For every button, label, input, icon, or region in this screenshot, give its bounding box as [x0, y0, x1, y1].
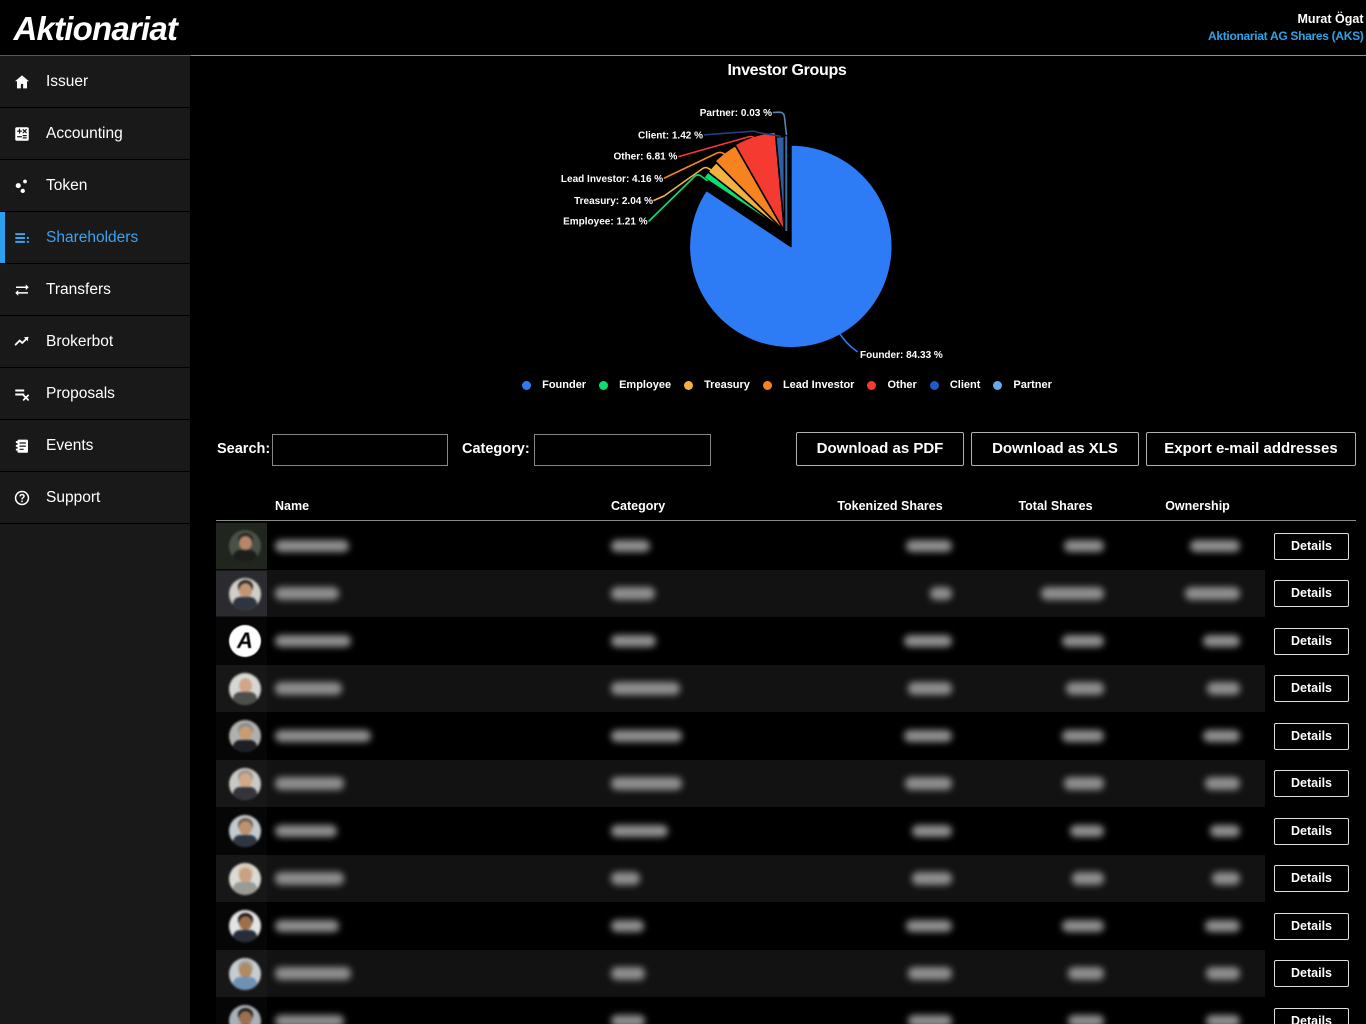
svg-text:Founder: 84.33 %: Founder: 84.33 % — [860, 350, 943, 361]
svg-text:Employee: 1.21 %: Employee: 1.21 % — [563, 217, 648, 228]
svg-text:Lead Investor: 4.16 %: Lead Investor: 4.16 % — [561, 174, 663, 185]
svg-text:Other: 6.81 %: Other: 6.81 % — [613, 152, 677, 163]
svg-text:Client: 1.42 %: Client: 1.42 % — [638, 131, 703, 142]
svg-text:Partner: 0.03 %: Partner: 0.03 % — [700, 108, 772, 119]
svg-text:Treasury: 2.04 %: Treasury: 2.04 % — [574, 196, 653, 207]
